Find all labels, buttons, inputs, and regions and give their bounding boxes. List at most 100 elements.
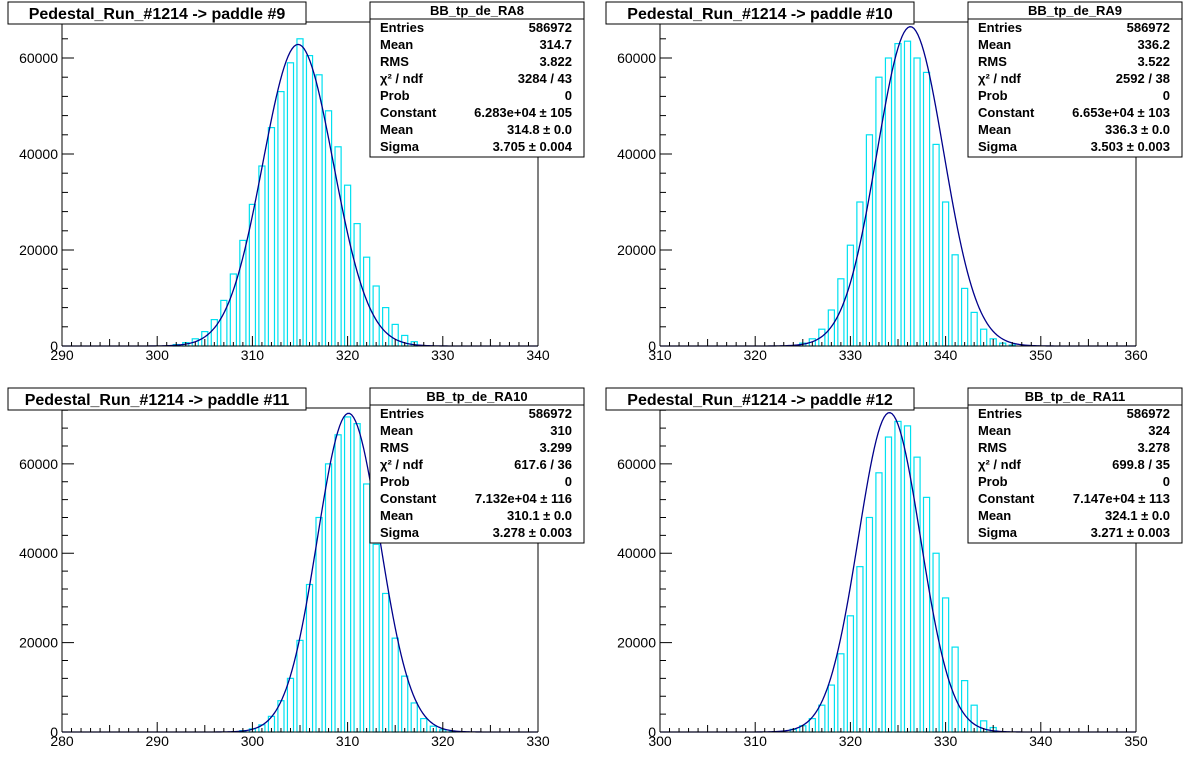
- stats-value: 336.3 ± 0.0: [1105, 122, 1170, 137]
- stats-label: Sigma: [380, 525, 420, 540]
- histogram-bar: [837, 653, 845, 733]
- y-tick-label: 60000: [617, 456, 656, 472]
- stats-frame: [369, 1, 585, 158]
- x-tick-label: 330: [839, 347, 863, 363]
- stats-label: RMS: [380, 440, 409, 455]
- histogram-bar: [258, 165, 266, 347]
- histogram-bar: [315, 516, 323, 733]
- histogram-bar: [932, 552, 940, 733]
- histogram-bar: [922, 496, 931, 733]
- stats-value: 3.522: [1137, 54, 1170, 69]
- x-tick-label: 320: [839, 733, 863, 749]
- y-tick-label: 40000: [19, 545, 58, 561]
- histogram-bar: [846, 244, 855, 347]
- y-tick-label: 20000: [19, 242, 58, 258]
- histogram-bar: [960, 287, 969, 347]
- stats-value: 314.8 ± 0.0: [507, 122, 572, 137]
- stats-label: RMS: [978, 440, 1007, 455]
- stats-value: 2592 / 38: [1116, 71, 1170, 86]
- histogram-bar: [286, 677, 295, 733]
- histogram-bar: [856, 201, 864, 347]
- stats-name: BB_tp_de_RA9: [1028, 3, 1122, 18]
- stats-label: χ² / ndf: [380, 71, 424, 86]
- chart-panel-2: 310 320 330 340 350 360 0 20000 40000 60000 Pedest…: [605, 1, 1183, 363]
- x-tick-label: 330: [526, 733, 550, 749]
- stats-value: 699.8 / 35: [1112, 457, 1170, 472]
- histogram-bar: [913, 456, 921, 733]
- histogram-bar: [305, 54, 314, 347]
- stats-value: 6.653e+04 ± 103: [1072, 105, 1170, 120]
- histogram-bar: [875, 472, 883, 733]
- stats-name: BB_tp_de_RA11: [1025, 389, 1125, 404]
- histogram-bar: [277, 90, 285, 347]
- chart-panel-4: 300 310 320 330 340 350 0 20000 40000 60000 Pedest…: [605, 387, 1183, 749]
- stats-value: 3.271 ± 0.003: [1091, 525, 1170, 540]
- histogram-bar: [286, 62, 295, 347]
- stats-value: 0: [1163, 474, 1170, 489]
- x-tick-label: 300: [146, 347, 170, 363]
- stats-value: 617.6 / 36: [514, 457, 572, 472]
- histogram-bar: [305, 583, 314, 733]
- stats-box: BB_tp_de_RA9 Entries 586972 Mean 336.2 RMS 3.5…: [967, 1, 1183, 158]
- x-tick-label: 350: [1124, 733, 1148, 749]
- histogram-bar: [960, 680, 969, 733]
- histogram-bar: [951, 646, 959, 733]
- histogram-bar: [951, 254, 959, 347]
- stats-label: χ² / ndf: [978, 457, 1022, 472]
- title-box: Pedestal_Run_#1214 -> paddle #9: [7, 1, 307, 25]
- histogram-bar: [913, 57, 921, 347]
- x-tick-label: 330: [431, 347, 455, 363]
- histogram-bar: [343, 416, 352, 733]
- y-tick-label: 0: [50, 724, 58, 740]
- x-tick-label: 310: [648, 347, 672, 363]
- histogram-bar: [970, 704, 978, 733]
- stats-label: Prob: [380, 474, 410, 489]
- x-tick-label: 310: [336, 733, 360, 749]
- histogram-bar: [970, 311, 978, 347]
- stats-name: BB_tp_de_RA10: [426, 389, 527, 404]
- stats-value: 6.283e+04 ± 105: [474, 105, 572, 120]
- stats-value: 586972: [529, 406, 572, 421]
- x-tick-label: 320: [431, 733, 455, 749]
- y-tick-label: 60000: [19, 456, 58, 472]
- stats-value: 7.132e+04 ± 116: [475, 491, 572, 506]
- stats-frame: [967, 387, 1183, 544]
- histogram-bar: [922, 71, 931, 347]
- histogram-bar: [903, 40, 912, 347]
- stats-label: χ² / ndf: [380, 457, 424, 472]
- stats-frame: [967, 1, 1183, 158]
- title-box: Pedestal_Run_#1214 -> paddle #12: [605, 387, 915, 411]
- x-tick-label: 340: [1029, 733, 1053, 749]
- stats-label: RMS: [380, 54, 409, 69]
- histogram-bar: [401, 675, 409, 733]
- stats-value: 7.147e+04 ± 113: [1073, 491, 1170, 506]
- stats-label: Mean: [978, 37, 1011, 52]
- x-tick-label: 340: [526, 347, 550, 363]
- histogram-bar: [941, 201, 950, 347]
- histogram-bar: [362, 483, 371, 733]
- stats-value: 3284 / 43: [518, 71, 572, 86]
- x-tick-label: 300: [241, 733, 265, 749]
- stats-label: Entries: [978, 406, 1022, 421]
- histogram-bar: [382, 307, 390, 347]
- stats-label: Constant: [380, 491, 437, 506]
- x-tick-label: 350: [1029, 347, 1053, 363]
- stats-value: 0: [565, 474, 572, 489]
- stats-value: 0: [1163, 88, 1170, 103]
- chart-panel-1: 290 300 310 320 330 340 0 20000 40000 60000 Pedest…: [7, 1, 585, 363]
- stats-label: RMS: [978, 54, 1007, 69]
- histogram-bar: [267, 126, 276, 347]
- histogram-bar: [296, 38, 304, 347]
- stats-value: 586972: [529, 20, 572, 35]
- histogram-bar: [410, 702, 418, 733]
- stats-label: Mean: [380, 423, 413, 438]
- y-tick-label: 0: [50, 338, 58, 354]
- y-tick-label: 40000: [617, 545, 656, 561]
- y-tick-label: 0: [648, 338, 656, 354]
- histogram-bar: [941, 597, 950, 733]
- stats-label: Sigma: [978, 139, 1018, 154]
- stats-label: Constant: [380, 105, 437, 120]
- x-tick-label: 310: [744, 733, 768, 749]
- x-tick-label: 310: [241, 347, 265, 363]
